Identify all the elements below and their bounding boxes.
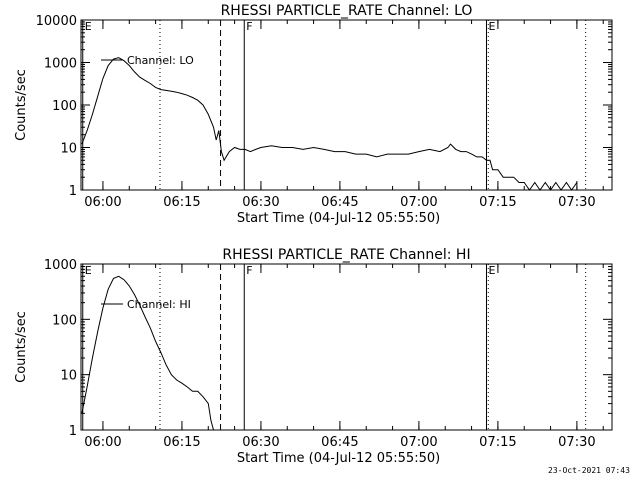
y-tick-label: 10 xyxy=(60,369,77,384)
series-line xyxy=(81,57,578,191)
y-axis-label: Counts/sec xyxy=(14,311,29,383)
x-axis-label: Start Time (04-Jul-12 05:55:50) xyxy=(237,211,440,226)
legend-label: Channel: HI xyxy=(127,298,191,311)
y-tick-label: 10 xyxy=(60,142,77,157)
y-tick-label: 1000 xyxy=(44,57,77,72)
chart-title: RHESSI PARTICLE_RATE Channel: HI xyxy=(222,247,470,263)
y-tick-label: 1 xyxy=(69,184,77,199)
y-tick-label: 1000 xyxy=(44,258,77,273)
chart-title: RHESSI PARTICLE_RATE Channel: LO xyxy=(221,3,473,19)
footer-date-stamp: 23-Oct-2021 07:43 xyxy=(548,466,630,475)
x-tick-label: 06:15 xyxy=(163,195,200,210)
x-tick-label: 07:00 xyxy=(400,435,437,450)
y-tick-label: 100 xyxy=(52,99,77,114)
x-tick-label: 07:30 xyxy=(558,435,595,450)
x-tick-label: 06:00 xyxy=(84,435,121,450)
legend-label: Channel: LO xyxy=(127,54,194,67)
plot-frame xyxy=(80,263,613,431)
marker-label: E xyxy=(85,264,92,277)
x-axis-label: Start Time (04-Jul-12 05:55:50) xyxy=(237,451,440,466)
x-tick-label: 06:45 xyxy=(321,435,358,450)
y-axis-label: Counts/sec xyxy=(14,69,29,141)
x-tick-label: 06:45 xyxy=(321,195,358,210)
marker-label: F xyxy=(246,264,252,277)
y-tick-label: 100 xyxy=(52,313,77,328)
y-tick-label: 10000 xyxy=(36,14,77,29)
x-tick-label: 06:15 xyxy=(163,435,200,450)
x-tick-label: 07:15 xyxy=(479,435,516,450)
x-tick-label: 07:00 xyxy=(400,195,437,210)
x-tick-label: 06:30 xyxy=(242,435,279,450)
marker-label: E xyxy=(85,20,92,33)
marker-label: F xyxy=(246,20,252,33)
plot-frame xyxy=(80,19,613,191)
x-tick-label: 07:15 xyxy=(479,195,516,210)
marker-label: E xyxy=(488,20,495,33)
x-tick-label: 07:30 xyxy=(558,195,595,210)
y-tick-label: 1 xyxy=(69,424,77,439)
marker-label: E xyxy=(488,264,495,277)
x-tick-label: 06:00 xyxy=(84,195,121,210)
series-line xyxy=(81,275,214,431)
x-tick-label: 06:30 xyxy=(242,195,279,210)
